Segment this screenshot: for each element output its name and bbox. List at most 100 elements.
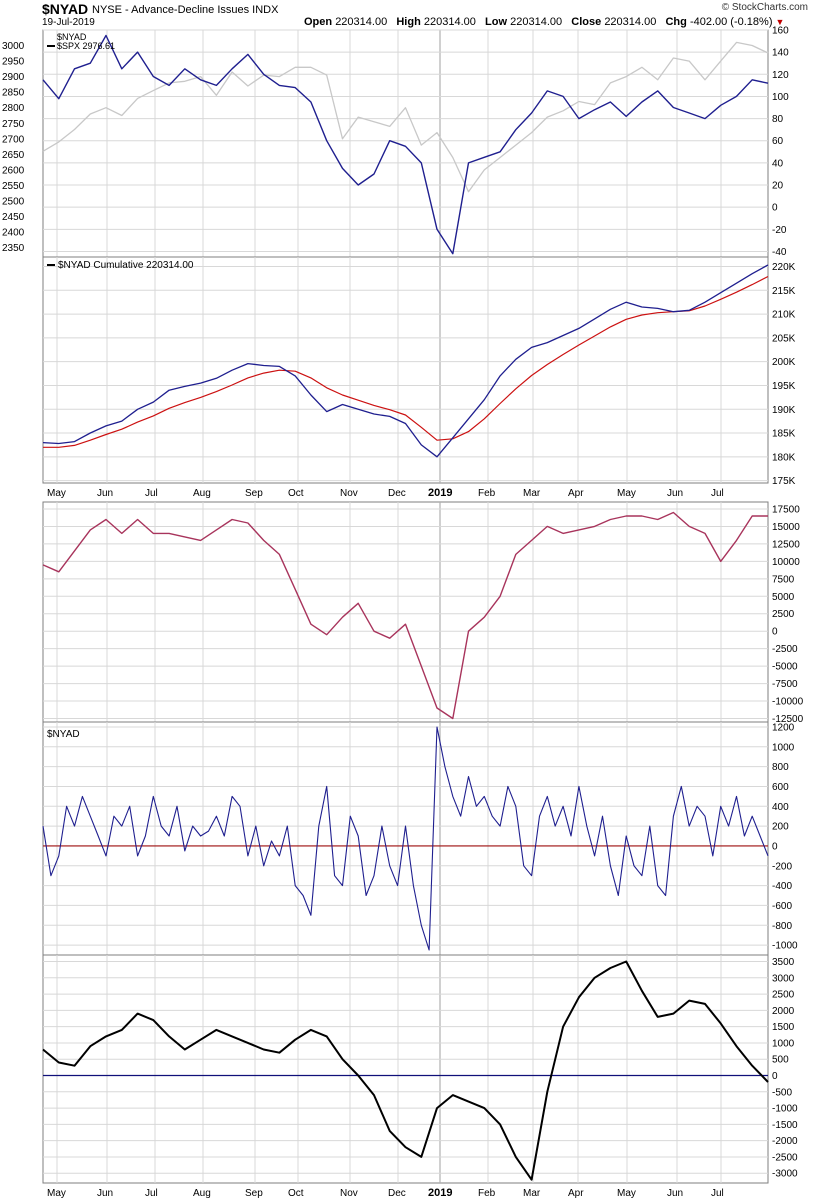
cumulative-axis-tick: 175K xyxy=(772,476,796,487)
ma-axis-tick: 0 xyxy=(772,1071,778,1082)
panel-frame-4 xyxy=(42,721,769,956)
daily-axis-tick: 200 xyxy=(772,822,789,833)
left-axis-tick: 2800 xyxy=(2,103,25,114)
legend-spx: $SPX 2976.61 xyxy=(57,41,115,51)
cumulative-axis-tick: 210K xyxy=(772,310,796,321)
ma-axis-tick: -1500 xyxy=(772,1120,798,1131)
x-axis-label-dec: Dec xyxy=(388,1188,406,1199)
x-axis-label-oct: Oct xyxy=(288,488,304,499)
left-axis-tick: 2950 xyxy=(2,57,25,68)
daily-axis-tick: 800 xyxy=(772,762,789,773)
daily-axis-tick: -400 xyxy=(772,881,792,892)
ohlc-readout: Open 220314.00 High 220314.00 Low 220314… xyxy=(304,16,784,28)
ma-axis-tick: -2000 xyxy=(772,1136,798,1147)
oscillator-axis-tick: 0 xyxy=(772,627,778,638)
symbol-title: $NYAD xyxy=(42,1,89,17)
left-axis-tick: 2500 xyxy=(2,197,25,208)
left-axis-tick: 2700 xyxy=(2,134,25,145)
x-axis-label-jun: Jun xyxy=(667,488,683,499)
panel-frame-3 xyxy=(42,501,769,723)
daily-axis-tick: -1000 xyxy=(772,941,798,952)
x-axis-label-sep: Sep xyxy=(245,488,263,499)
down-triangle-icon: ▼ xyxy=(775,17,785,27)
x-axis-label-feb: Feb xyxy=(478,488,496,499)
x-axis-label-jun: Jun xyxy=(97,1188,113,1199)
right-axis-tick: 120 xyxy=(772,70,789,81)
cumulative-axis-tick: 195K xyxy=(772,381,796,392)
x-axis-label-may: May xyxy=(47,488,66,499)
ma-axis-tick: 1500 xyxy=(772,1022,795,1033)
daily-axis-tick: -800 xyxy=(772,921,792,932)
chg-value: -402.00 (-0.18%) xyxy=(689,16,773,28)
left-axis-tick: 2850 xyxy=(2,88,25,99)
cumulative-axis-tick: 220K xyxy=(772,262,796,273)
left-axis-tick: 2750 xyxy=(2,119,25,130)
x-axis-label-may: May xyxy=(617,1188,636,1199)
left-axis-tick: 2900 xyxy=(2,72,25,83)
oscillator-axis-tick: -10000 xyxy=(772,697,804,708)
x-axis-label-mar: Mar xyxy=(523,1188,541,1199)
daily-axis-tick: -200 xyxy=(772,861,792,872)
ma-axis-tick: 500 xyxy=(772,1055,789,1066)
cumulative-axis-tick: 190K xyxy=(772,405,796,416)
panel-frame-2 xyxy=(42,256,769,484)
x-axis-label-jul: Jul xyxy=(711,488,724,499)
oscillator-axis-tick: 15000 xyxy=(772,522,800,533)
close-label: Close xyxy=(571,16,602,28)
daily-axis-tick: 0 xyxy=(772,841,778,852)
cumulative-axis-tick: 180K xyxy=(772,452,796,463)
x-axis-label-feb: Feb xyxy=(478,1188,496,1199)
x-axis-label-dec: Dec xyxy=(388,488,406,499)
cumulative-line xyxy=(42,264,769,458)
x-axis-label-jul: Jul xyxy=(711,1188,724,1199)
symbol-description: NYSE - Advance-Decline Issues INDX xyxy=(92,4,279,16)
oscillator-axis-tick: 7500 xyxy=(772,574,795,585)
ma-axis-tick: 3000 xyxy=(772,973,795,984)
oscillator-axis-tick: -2500 xyxy=(772,644,798,655)
daily-axis-tick: 1200 xyxy=(772,722,795,733)
chart-date: 19-Jul-2019 xyxy=(42,17,95,28)
open-value: 220314.00 xyxy=(335,16,388,28)
daily-axis-tick: -600 xyxy=(772,901,792,912)
left-axis-tick: 2650 xyxy=(2,150,25,161)
cumulative-ma-line xyxy=(43,275,769,448)
right-axis-tick: 140 xyxy=(772,48,789,59)
left-axis-tick: 2450 xyxy=(2,212,25,223)
cumulative-axis-tick: 215K xyxy=(772,286,796,297)
ma-axis-tick: 2000 xyxy=(772,1006,795,1017)
panel-frame-1 xyxy=(42,29,769,258)
oscillator-axis-tick: -7500 xyxy=(772,679,798,690)
oscillator-axis-tick: 5000 xyxy=(772,592,795,603)
x-axis-label-aug: Aug xyxy=(193,488,211,499)
chart-header: $NYAD NYSE - Advance-Decline Issues INDX… xyxy=(0,0,820,30)
oscillator-axis-tick: -5000 xyxy=(772,662,798,673)
low-label: Low xyxy=(485,16,508,28)
x-axis-label-oct: Oct xyxy=(288,1188,304,1199)
ma-axis-tick: 2500 xyxy=(772,990,795,1001)
x-axis-label-may: May xyxy=(617,488,636,499)
x-axis-label-sep: Sep xyxy=(245,1188,263,1199)
left-axis-tick: 2550 xyxy=(2,181,25,192)
close-value: 220314.00 xyxy=(604,16,657,28)
right-axis-tick: 160 xyxy=(772,26,789,37)
chg-label: Chg xyxy=(665,16,687,28)
low-value: 220314.00 xyxy=(510,16,563,28)
legend-cumulative: $NYAD Cumulative 220314.00 xyxy=(58,260,194,271)
daily-axis-tick: 400 xyxy=(772,802,789,813)
oscillator-axis-tick: 2500 xyxy=(772,609,795,620)
x-axis-label-may: May xyxy=(47,1188,66,1199)
x-axis-label-jun: Jun xyxy=(97,488,113,499)
left-axis-tick: 3000 xyxy=(2,41,25,52)
right-axis-tick: 100 xyxy=(772,92,789,103)
x-axis-label-aug: Aug xyxy=(193,1188,211,1199)
right-axis-tick: 60 xyxy=(772,136,784,147)
left-axis-tick: 2400 xyxy=(2,228,25,239)
oscillator-axis-tick: 10000 xyxy=(772,557,800,568)
x-axis-label-nov: Nov xyxy=(340,488,358,499)
x-axis-label-apr: Apr xyxy=(568,1188,584,1199)
ma-axis-tick: 1000 xyxy=(772,1038,795,1049)
daily-axis-tick: 1000 xyxy=(772,742,795,753)
right-axis-tick: 40 xyxy=(772,158,784,169)
right-axis-tick: 80 xyxy=(772,114,784,125)
ma-axis-tick: -1000 xyxy=(772,1104,798,1115)
